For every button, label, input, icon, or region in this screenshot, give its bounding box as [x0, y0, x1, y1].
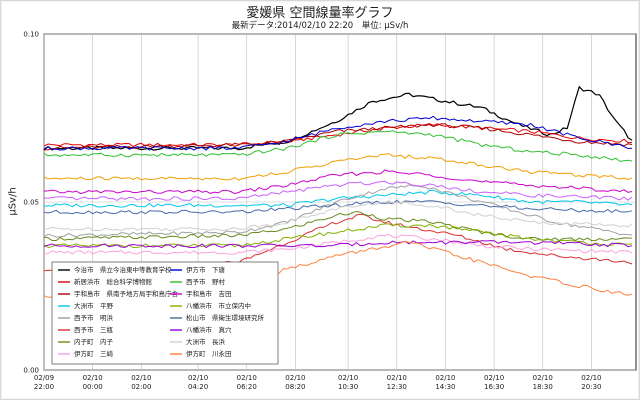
legend-entry: 今治市 県立今治東中等教育学校 [74, 265, 172, 274]
legend-entry: 伊方町 三崎 [74, 349, 114, 358]
y-tick-label: 0.10 [23, 31, 39, 39]
series-line [43, 184, 633, 238]
legend-entry: 新居浜市 総合科学博物館 [74, 277, 153, 286]
series-13 [43, 199, 633, 215]
x-tick-date: 02/10 [285, 374, 305, 382]
x-tick-date: 02/10 [338, 374, 358, 382]
x-tick-time: 22:00 [34, 383, 54, 391]
x-tick-time: 18:30 [533, 383, 553, 391]
x-tick-time: 06:20 [237, 383, 257, 391]
series-line [43, 130, 633, 162]
series-5 [43, 184, 633, 238]
x-tick-date: 02/10 [131, 374, 151, 382]
series-line [43, 115, 633, 151]
y-tick-label: 0.00 [23, 367, 39, 375]
series-12 [43, 223, 633, 249]
series-14 [43, 240, 633, 249]
x-tick-time: 08:20 [285, 383, 305, 391]
x-tick-date: 02/10 [435, 374, 455, 382]
series-4 [43, 189, 633, 208]
x-tick-time: 14:30 [435, 383, 455, 391]
legend-entry: 八幡浜市 真穴 [186, 325, 232, 334]
legend-entry: 西予市 野村 [186, 277, 226, 286]
x-tick-time: 12:30 [387, 383, 407, 391]
series-line [43, 199, 633, 215]
x-tick-date: 02/10 [188, 374, 208, 382]
series-line [43, 210, 633, 242]
series-line [43, 169, 633, 195]
series-15 [44, 200, 633, 232]
x-tick-time: 04:20 [188, 383, 208, 391]
legend-entry: 大洲市 平野 [74, 301, 114, 310]
x-tick-date: 02/10 [387, 374, 407, 382]
legend-box [51, 261, 279, 365]
series-line [43, 189, 633, 208]
x-tick-time: 10:30 [338, 383, 358, 391]
series-line [44, 233, 633, 255]
series-3 [43, 123, 633, 151]
series-line [43, 180, 633, 202]
x-tick-time: 16:30 [484, 383, 504, 391]
series-line [43, 153, 633, 181]
series-7 [43, 210, 633, 242]
x-tick-time: 02:00 [131, 383, 151, 391]
legend-entry: 宇和島市 吉田 [186, 289, 232, 298]
page-title: 愛媛県 空間線量率グラフ [246, 6, 394, 21]
page-subtitle: 最新データ:2014/02/10 22:20 単位: μSv/h [231, 21, 409, 31]
x-tick-time: 00:00 [83, 383, 103, 391]
x-tick-date: 02/10 [83, 374, 103, 382]
legend-entry: 西予市 三瓶 [74, 325, 114, 334]
series-1 [43, 85, 633, 151]
legend-entry: 大洲市 長浜 [186, 337, 226, 346]
x-tick-date: 02/09 [34, 374, 54, 382]
x-tick-date: 02/10 [581, 374, 601, 382]
series-8 [44, 233, 633, 255]
x-tick-time: 20:30 [581, 383, 601, 391]
series-line [43, 240, 633, 249]
y-tick-label: 0.05 [23, 199, 39, 207]
series-9 [43, 115, 633, 151]
x-tick-date: 02/10 [484, 374, 504, 382]
series-line [43, 123, 633, 151]
series-17 [43, 153, 633, 181]
legend-entry: 西予市 明浜 [74, 313, 114, 322]
legend-entry: 八幡浜市 市立保内中 [186, 301, 251, 310]
series-line [43, 85, 633, 151]
legend-entry: 宇和島市 県南予地方局宇和島庁舎 [74, 289, 179, 298]
x-tick-date: 02/10 [237, 374, 257, 382]
x-tick-date: 02/10 [533, 374, 553, 382]
series-line [44, 200, 633, 232]
series-18 [43, 180, 633, 202]
legend-entry: 伊方町 川永田 [186, 349, 232, 358]
series-11 [43, 169, 633, 195]
legend-entry: 松山市 県衛生環境研究所 [186, 313, 265, 322]
series-10 [43, 130, 633, 162]
legend-entry: 内子町 内子 [74, 337, 114, 346]
series-line [43, 223, 633, 249]
legend-entry: 伊方市 下唐 [186, 265, 226, 274]
